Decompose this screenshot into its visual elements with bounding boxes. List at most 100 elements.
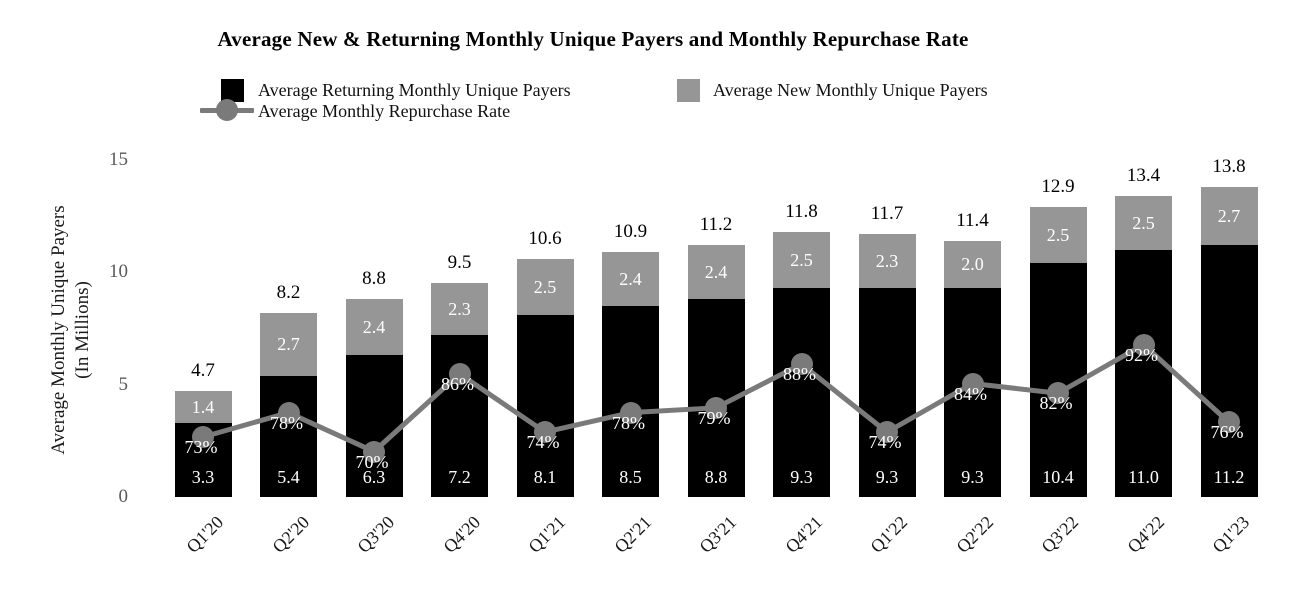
repurchase-rate-value-label: 84% [954, 383, 987, 404]
x-axis-category-label: Q4'20 [438, 512, 484, 557]
chart-title: Average New & Returning Monthly Unique P… [217, 27, 969, 51]
x-axis-category-label: Q1'22 [866, 512, 912, 557]
new-payers-value-label: 2.0 [961, 254, 984, 275]
returning-payers-bar-segment [1200, 245, 1258, 497]
new-payers-bar-segment [602, 251, 659, 306]
legend-line-marker-dot-icon [216, 99, 238, 121]
new-payers-bar-segment [1115, 195, 1172, 250]
returning-payers-value-label: 8.8 [704, 467, 728, 487]
x-axis-category-label: Q1'21 [524, 512, 570, 557]
returning-payers-value-label: 7.2 [448, 467, 471, 487]
y-axis-tick-label: 10 [109, 261, 128, 282]
new-payers-bar-segment [687, 245, 745, 299]
new-payers-bar-segment [1200, 186, 1258, 245]
repurchase-rate-dot [790, 353, 813, 376]
x-axis-category-label: Q1'20 [182, 512, 228, 557]
total-payers-label: 13.4 [1126, 164, 1161, 186]
total-payers-label: 11.8 [785, 200, 818, 222]
total-payers-label: 11.2 [699, 214, 733, 235]
returning-payers-value-label: 9.3 [790, 467, 813, 487]
x-axis-category-label: Q3'21 [695, 512, 741, 557]
x-axis-category-label: Q4'22 [1122, 512, 1168, 557]
total-payers-label: 11.7 [870, 202, 904, 224]
repurchase-rate-dot [705, 396, 727, 419]
total-payers-label: 9.5 [447, 252, 472, 274]
new-payers-bar-segment [944, 240, 1001, 288]
repurchase-rate-value-label: 74% [526, 432, 560, 453]
x-axis-category-label: Q2'20 [267, 512, 313, 557]
new-payers-value-label: 2.3 [448, 299, 471, 320]
repurchase-rate-dot [1132, 333, 1155, 356]
returning-payers-value-label: 11.0 [1128, 467, 1159, 487]
total-payers-label: 13.8 [1212, 155, 1246, 177]
new-payers-value-label: 2.4 [619, 268, 642, 289]
x-axis-category-label: Q4'21 [780, 512, 826, 557]
legend-label-new-payers: Average New Monthly Unique Payers [713, 80, 988, 100]
repurchase-rate-dot [192, 425, 214, 448]
new-payers-bar-segment [1029, 206, 1087, 263]
repurchase-rate-dot [363, 440, 385, 463]
returning-payers-value-label: 6.3 [362, 467, 386, 487]
legend-swatch-new-payers [677, 79, 700, 102]
y-axis-title-line1: Average Monthly Unique Payers [48, 205, 69, 455]
new-payers-value-label: 2.7 [1217, 205, 1241, 226]
legend-label-returning-payers: Average Returning Monthly Unique Payers [258, 80, 571, 100]
repurchase-rate-value-label: 82% [1039, 393, 1073, 414]
repurchase-rate-dot [961, 372, 984, 395]
y-axis-tick-label: 15 [109, 148, 128, 170]
new-payers-value-label: 2.5 [1046, 224, 1070, 245]
x-axis-category-label: Q2'21 [609, 512, 655, 557]
y-axis-tick-label: 5 [118, 373, 129, 395]
total-payers-label: 12.9 [1041, 175, 1075, 197]
repurchase-rate-value-label: 88% [783, 364, 816, 385]
repurchase-rate-dot [876, 421, 898, 444]
legend-swatch-returning-payers [221, 79, 244, 102]
new-payers-value-label: 2.5 [533, 276, 557, 297]
new-payers-value-label: 2.7 [277, 334, 300, 354]
total-payers-label: 11.4 [956, 209, 989, 231]
x-axis-category-label: Q3'22 [1037, 512, 1083, 557]
returning-payers-value-label: 8.5 [619, 467, 642, 487]
returning-payers-bar-segment [1115, 249, 1172, 497]
repurchase-rate-value-label: 74% [868, 432, 902, 453]
returning-payers-value-label: 10.4 [1042, 467, 1074, 487]
y-axis-title: Average Monthly Unique Payers (In Millio… [47, 150, 95, 510]
new-payers-bar-segment [516, 258, 574, 315]
returning-payers-bar-segment [1029, 263, 1087, 497]
total-payers-label: 10.9 [613, 220, 648, 242]
y-axis-tick-label: 0 [118, 486, 129, 507]
repurchase-rate-value-label: 86% [441, 373, 474, 394]
repurchase-rate-dot [1218, 411, 1240, 434]
new-payers-value-label: 2.4 [362, 317, 386, 338]
total-payers-label: 10.6 [528, 227, 562, 249]
repurchase-rate-value-label: 70% [355, 451, 389, 472]
repurchase-rate-dot [277, 401, 300, 424]
total-payers-label: 8.2 [276, 281, 301, 303]
repurchase-rate-value-label: 78% [270, 412, 303, 433]
new-payers-value-label: 2.5 [1132, 212, 1155, 233]
returning-payers-value-label: 5.4 [277, 467, 300, 487]
x-axis-category-label: Q3'20 [353, 512, 399, 557]
repurchase-rate-dot [534, 421, 556, 444]
returning-payers-value-label: 9.3 [961, 467, 984, 487]
returning-payers-value-label: 9.3 [875, 467, 899, 487]
new-payers-bar-segment [431, 283, 488, 335]
repurchase-rate-value-label: 76% [1210, 422, 1244, 443]
returning-payers-value-label: 3.3 [191, 467, 215, 487]
new-payers-value-label: 2.3 [875, 250, 899, 271]
repurchase-rate-dot [619, 401, 642, 424]
new-payers-value-label: 2.5 [790, 249, 813, 270]
new-payers-value-label: 2.4 [704, 262, 728, 282]
repurchase-rate-dot [448, 362, 471, 385]
repurchase-rate-value-label: 78% [612, 412, 645, 433]
new-payers-bar-segment [858, 233, 916, 288]
returning-payers-value-label: 11.2 [1213, 467, 1245, 487]
repurchase-rate-value-label: 73% [184, 436, 218, 457]
new-payers-bar-segment [773, 231, 830, 288]
repurchase-rate-dot [1047, 382, 1069, 405]
total-payers-label: 8.8 [362, 268, 386, 289]
repurchase-rate-value-label: 92% [1125, 344, 1158, 365]
x-axis-category-label: Q2'22 [951, 512, 997, 557]
new-payers-value-label: 1.4 [191, 397, 215, 417]
